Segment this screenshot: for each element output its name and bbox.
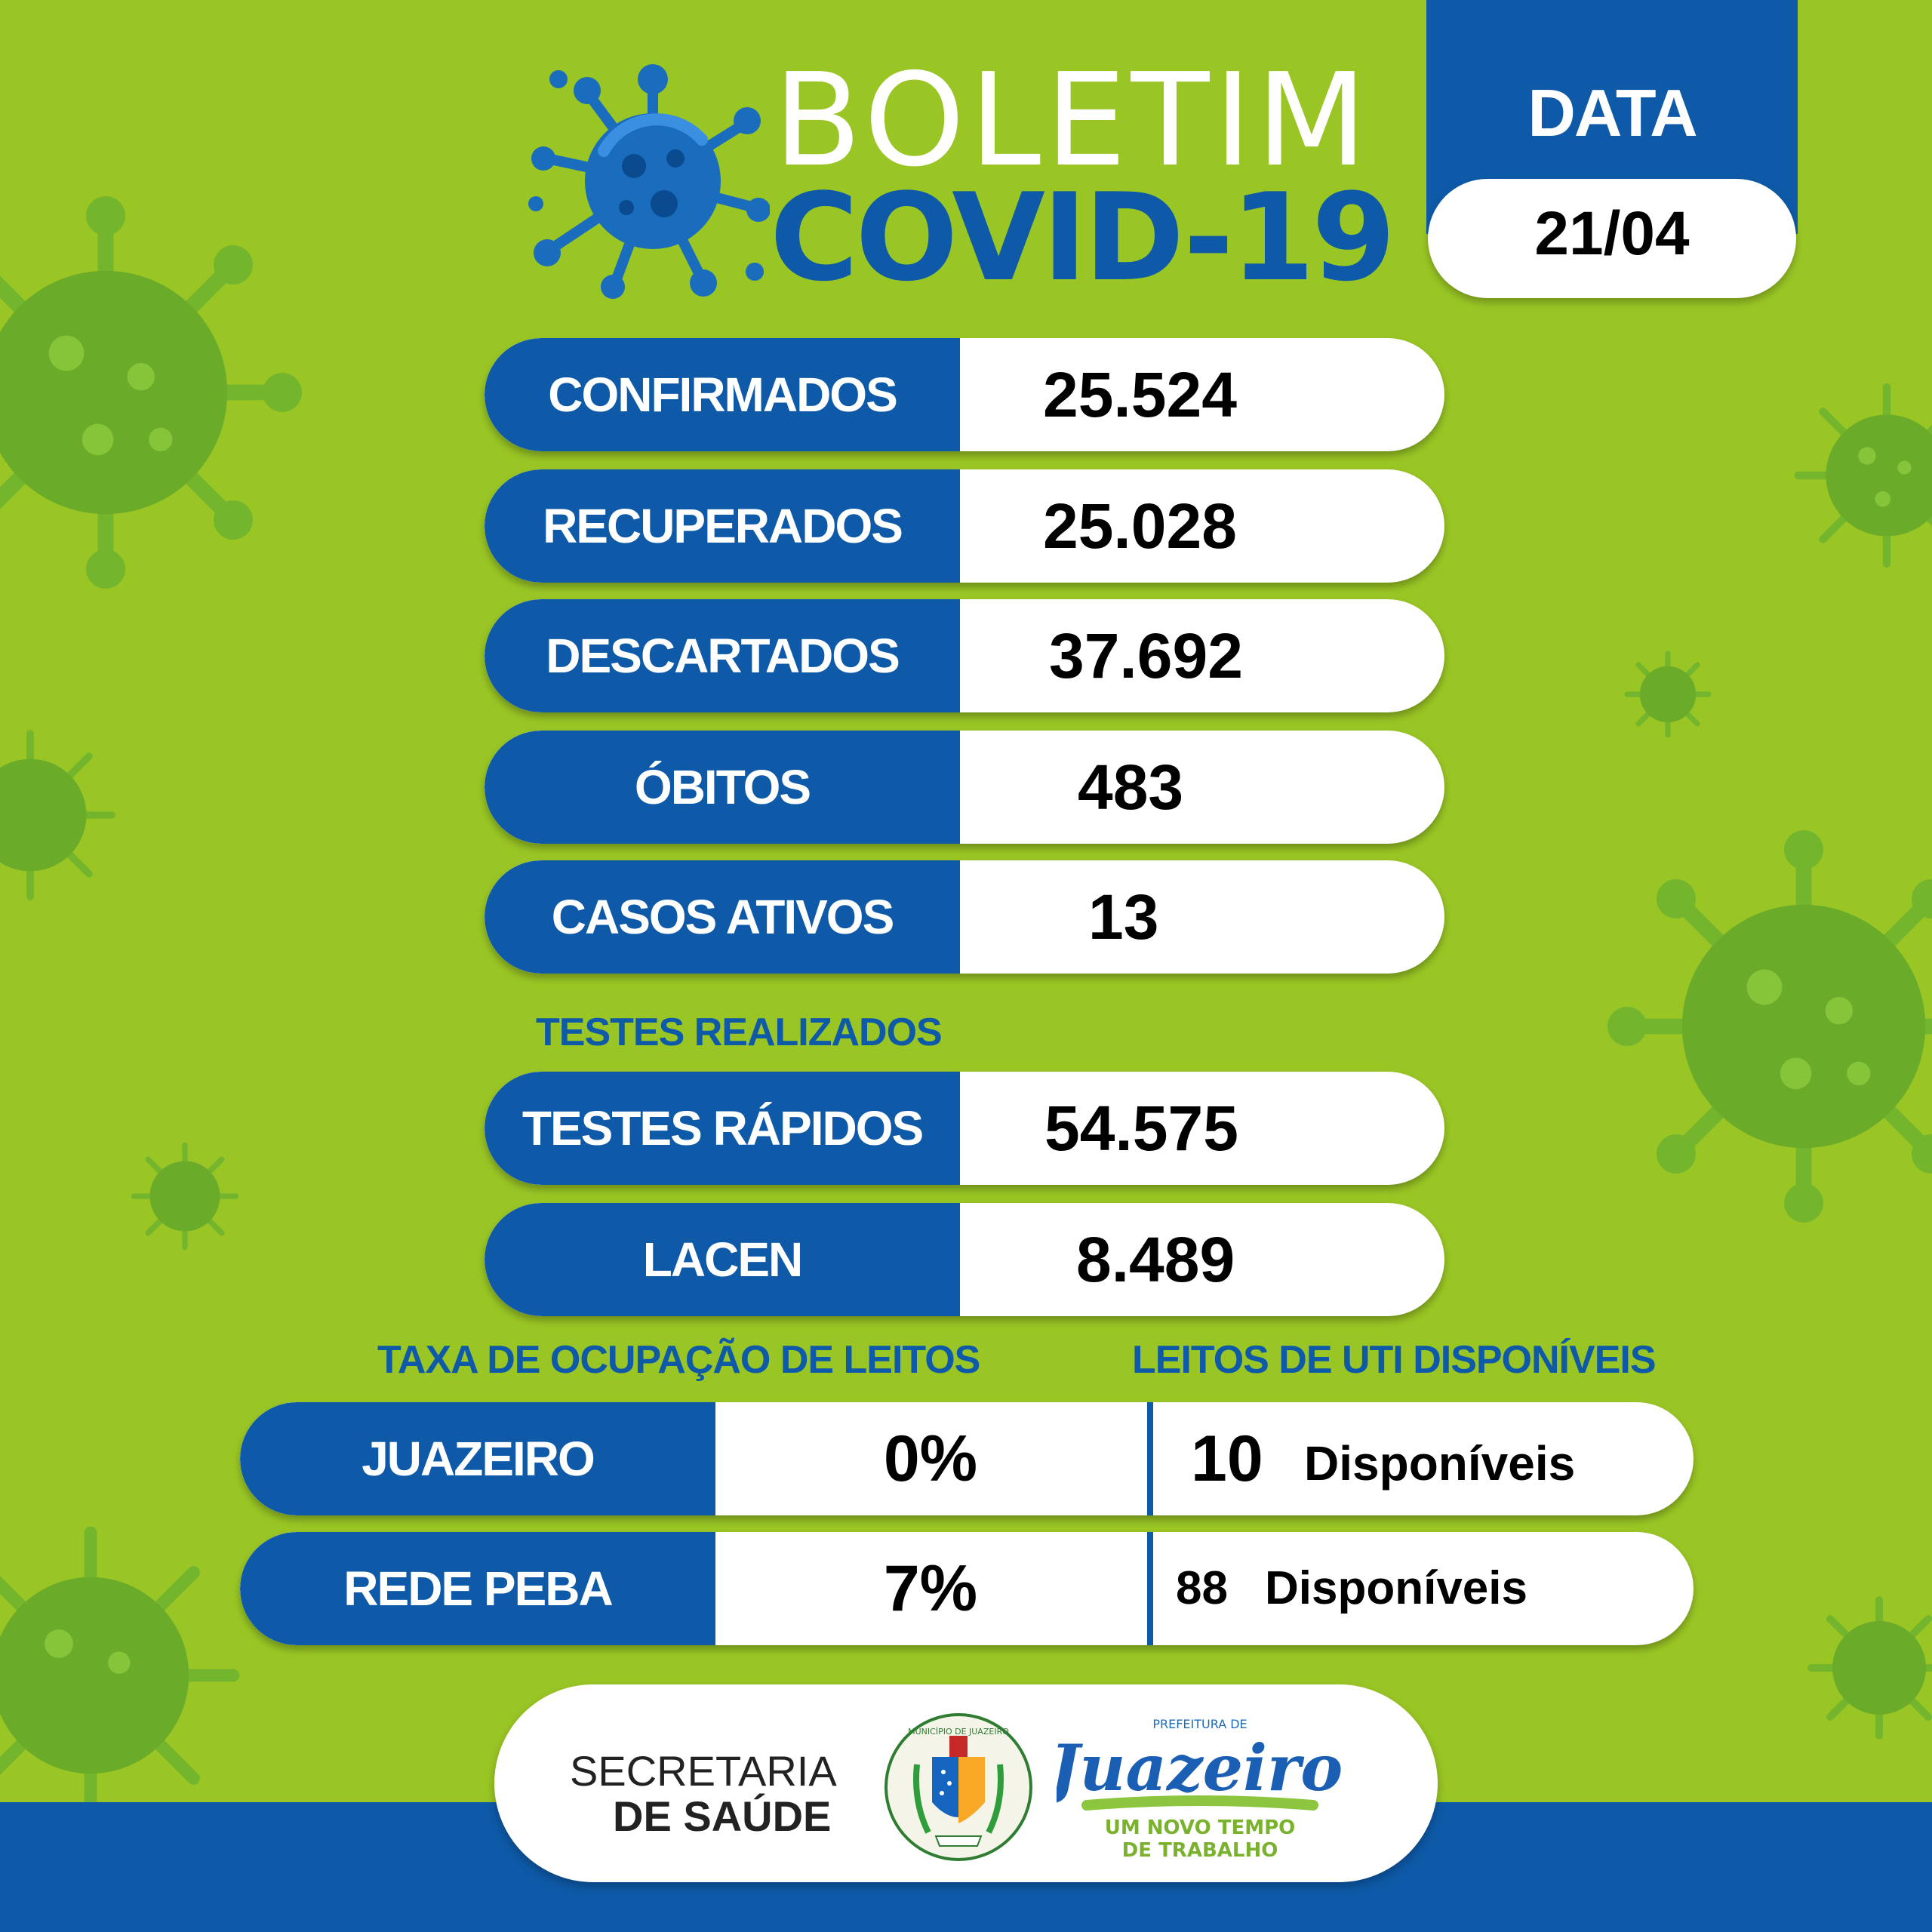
background-virus-icon — [0, 1526, 240, 1825]
stat-label: LACEN — [485, 1203, 960, 1316]
title-boletim: BOLETIM — [774, 46, 1372, 195]
title-covid: COVID-19 — [770, 167, 1395, 308]
prefeitura-name: Juazeiro — [1057, 1730, 1343, 1805]
available-text: Disponíveis — [1265, 1562, 1527, 1614]
crest-text: MUNICÍPIO DE JUAZEIRO — [908, 1727, 1009, 1737]
secretaria-line2: DE SAÚDE — [613, 1792, 832, 1840]
background-virus-icon — [0, 730, 115, 900]
divider — [1147, 1532, 1153, 1645]
occupancy-title: TAXA DE OCUPAÇÃO DE LEITOS — [377, 1338, 980, 1382]
stat-label: ÓBITOS — [485, 731, 960, 844]
background-virus-icon — [1607, 830, 1932, 1223]
background-virus-icon — [1807, 1596, 1932, 1740]
occupancy-value: 0% — [883, 1423, 978, 1495]
stat-label: CONFIRMADOS — [485, 338, 960, 451]
stat-row-recuperados: RECUPERADOS 25.028 — [485, 469, 1444, 583]
tests-section-title: TESTES REALIZADOS — [536, 1011, 943, 1054]
prefeitura-slogan-2: DE TRABALHO — [1122, 1839, 1278, 1862]
stat-value: 54.575 — [1044, 1093, 1238, 1164]
stat-row-descartados: DESCARTADOS 37.692 — [485, 599, 1444, 712]
stat-row-obitos: ÓBITOS 483 — [485, 731, 1444, 844]
secretaria-line1: SECRETARIA — [570, 1747, 837, 1795]
background-virus-icon — [131, 1142, 239, 1251]
stat-value: 483 — [1078, 752, 1184, 823]
bed-row-rede-peba: REDE PEBA 7% 88 Disponíveis — [240, 1532, 1694, 1645]
stat-value: 25.524 — [1043, 359, 1237, 430]
bed-row-juazeiro: JUAZEIRO 0% 10 Disponíveis — [240, 1402, 1694, 1515]
bed-label: JUAZEIRO — [240, 1402, 715, 1515]
stat-row-lacen: LACEN 8.489 — [485, 1203, 1444, 1316]
background-virus-icon — [1624, 651, 1712, 738]
occupancy-value: 7% — [883, 1552, 978, 1625]
available-count: 88 — [1176, 1562, 1228, 1614]
bed-label: REDE PEBA — [240, 1532, 715, 1645]
stat-label: DESCARTADOS — [485, 599, 960, 712]
prefeitura-logo: PREFEITURA DE Juazeiro UM NOVO TEMPO DE … — [1057, 1717, 1343, 1862]
stat-value: 25.028 — [1043, 491, 1237, 561]
prefeitura-small-text: PREFEITURA DE — [1152, 1717, 1247, 1731]
divider — [1147, 1402, 1153, 1515]
stat-label: TESTES RÁPIDOS — [485, 1072, 960, 1185]
stat-row-testes-rapidos: TESTES RÁPIDOS 54.575 — [485, 1072, 1444, 1185]
date-title: DATA — [1527, 75, 1697, 150]
date-value: 21/04 — [1534, 199, 1690, 268]
uti-title: LEITOS DE UTI DISPONÍVEIS — [1132, 1338, 1657, 1382]
available-text: Disponíveis — [1304, 1436, 1576, 1491]
virus-icon — [528, 64, 770, 299]
date-pill — [1428, 179, 1796, 298]
stat-label: RECUPERADOS — [485, 469, 960, 583]
available-count: 10 — [1191, 1423, 1263, 1495]
stat-value: 37.692 — [1049, 620, 1243, 691]
stat-value: 8.489 — [1076, 1224, 1235, 1295]
background-virus-icon — [0, 196, 302, 589]
stat-row-confirmados: CONFIRMADOS 25.524 — [485, 338, 1444, 451]
stat-label: CASOS ATIVOS — [485, 860, 960, 974]
municipal-crest-icon: MUNICÍPIO DE JUAZEIRO — [884, 1713, 1032, 1861]
prefeitura-slogan-1: UM NOVO TEMPO — [1105, 1817, 1296, 1839]
background-virus-icon — [1794, 383, 1932, 568]
stat-row-casos-ativos: CASOS ATIVOS 13 — [485, 860, 1444, 974]
stat-value: 13 — [1088, 881, 1159, 952]
